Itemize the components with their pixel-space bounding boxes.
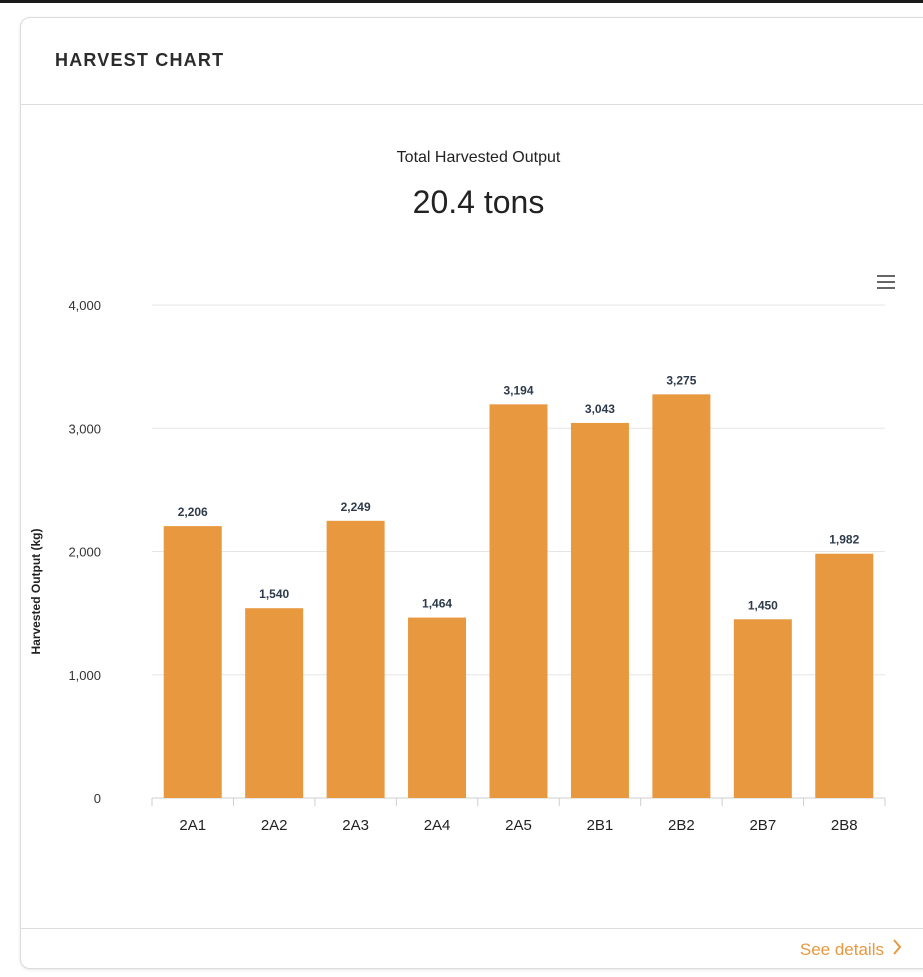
y-tick-label: 2,000 [68, 545, 101, 560]
data-label: 2,206 [178, 505, 208, 519]
bar [408, 618, 466, 798]
x-tick-label: 2B1 [587, 817, 614, 834]
bar [327, 521, 385, 798]
card-footer: See details [21, 928, 923, 969]
y-tick-label: 4,000 [68, 298, 101, 313]
bar [245, 608, 303, 798]
harvest-chart-card: HARVEST CHART Total Harvested Output 20.… [20, 17, 923, 969]
see-details-link[interactable]: See details [800, 938, 902, 961]
x-tick-label: 2A3 [342, 817, 369, 834]
x-tick-label: 2B7 [749, 817, 776, 834]
y-tick-label: 0 [94, 791, 101, 806]
data-label: 1,464 [422, 597, 452, 611]
bar [164, 526, 222, 798]
chevron-right-icon [892, 938, 902, 961]
y-tick-label: 3,000 [68, 421, 101, 436]
x-tick-label: 2A1 [179, 817, 206, 834]
top-border [0, 0, 923, 3]
data-label: 1,982 [829, 533, 859, 547]
hamburger-menu-icon[interactable] [877, 275, 895, 289]
y-axis-label: Harvested Output (kg) [29, 528, 43, 654]
bar-chart: 0 1,000 2,000 3,000 4,000 2,206 2A1 1,540 2A2 2,2… [21, 18, 923, 908]
data-label: 1,540 [259, 587, 289, 601]
data-label: 3,043 [585, 402, 615, 416]
data-label: 3,194 [503, 383, 533, 397]
x-tick-label: 2A4 [424, 817, 451, 834]
x-tick-label: 2A5 [505, 817, 532, 834]
x-tick-label: 2B8 [831, 817, 858, 834]
data-label: 1,450 [748, 598, 778, 612]
bar [490, 404, 548, 798]
bar [652, 394, 710, 798]
bar [815, 554, 873, 798]
bar [571, 423, 629, 798]
x-tick-label: 2B2 [668, 817, 695, 834]
bar [734, 619, 792, 798]
see-details-label: See details [800, 940, 884, 960]
data-label: 3,275 [666, 373, 696, 387]
data-label: 2,249 [341, 500, 371, 514]
x-tick-label: 2A2 [261, 817, 288, 834]
y-tick-label: 1,000 [68, 668, 101, 683]
